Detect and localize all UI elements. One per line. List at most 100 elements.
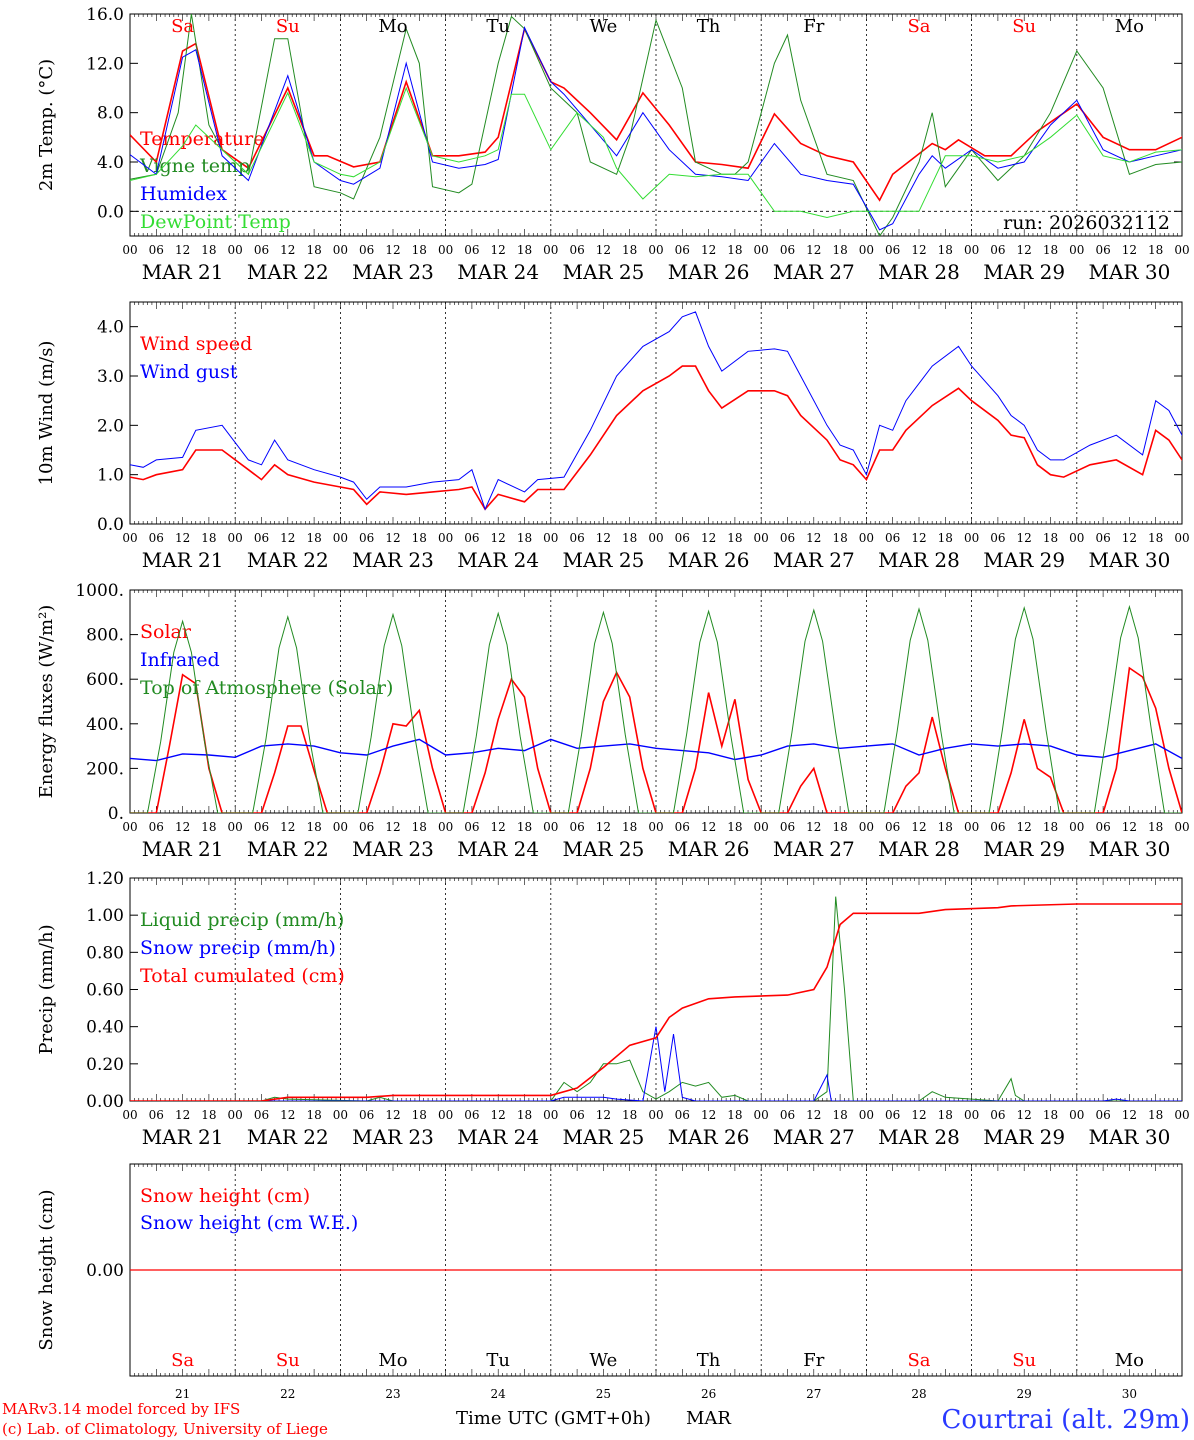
hour-label: 18 <box>517 243 532 257</box>
hour-label: 18 <box>832 1108 847 1122</box>
hour-label: 00 <box>438 820 453 834</box>
hour-label: 00 <box>1174 243 1189 257</box>
hour-label: 00 <box>964 820 979 834</box>
hour-label: 06 <box>254 820 269 834</box>
date-label: MAR 23 <box>352 837 434 861</box>
model-credit: MARv3.14 model forced by IFS <box>2 1400 240 1418</box>
legend-entry: Vigne temp <box>139 155 250 177</box>
date-label: MAR 21 <box>142 1125 224 1149</box>
y-tick-label: 200. <box>86 759 124 779</box>
legend-entry: Infrared <box>140 649 220 671</box>
hour-label: 00 <box>543 243 558 257</box>
hour-label: 06 <box>990 1108 1005 1122</box>
day-number: 29 <box>1017 1387 1032 1401</box>
hour-label: 12 <box>596 820 611 834</box>
hour-label: 12 <box>175 820 190 834</box>
date-label: MAR 29 <box>983 837 1065 861</box>
hour-label: 12 <box>280 820 295 834</box>
hour-label: 18 <box>1043 531 1058 545</box>
hour-label: 00 <box>438 531 453 545</box>
hour-label: 00 <box>964 531 979 545</box>
hour-label: 12 <box>280 531 295 545</box>
weekday-label: Su <box>276 1350 300 1371</box>
hour-label: 00 <box>438 1108 453 1122</box>
y-tick-label: 0.20 <box>86 1055 124 1075</box>
date-label: MAR 26 <box>668 837 750 861</box>
hour-label: 12 <box>385 531 400 545</box>
hour-label: 18 <box>727 1108 742 1122</box>
hour-label: 06 <box>885 1108 900 1122</box>
hour-label: 00 <box>648 243 663 257</box>
weekday-label: Th <box>697 16 721 37</box>
hour-label: 18 <box>727 820 742 834</box>
hour-label: 12 <box>491 1108 506 1122</box>
hour-label: 18 <box>1148 243 1163 257</box>
day-number: 26 <box>701 1387 716 1401</box>
y-axis-label: Energy fluxes (W/m²) <box>36 605 57 799</box>
hour-label: 12 <box>175 243 190 257</box>
hour-label: 00 <box>228 243 243 257</box>
hour-label: 06 <box>464 531 479 545</box>
hour-label: 00 <box>228 820 243 834</box>
day-number: 22 <box>280 1387 295 1401</box>
date-label: MAR 30 <box>1089 1125 1171 1149</box>
hour-label: 06 <box>464 1108 479 1122</box>
hour-label: 18 <box>1148 531 1163 545</box>
date-label: MAR 27 <box>773 548 855 572</box>
hour-label: 18 <box>832 820 847 834</box>
y-tick-label: 600. <box>86 670 124 690</box>
hour-label: 06 <box>780 820 795 834</box>
hour-label: 06 <box>780 531 795 545</box>
y-tick-label: 4.0 <box>97 153 124 173</box>
weekday-label: Sa <box>907 1350 930 1371</box>
hour-label: 06 <box>885 820 900 834</box>
y-tick-label: 8.0 <box>97 104 124 124</box>
y-axis-label: 2m Temp. (°C) <box>36 59 57 191</box>
date-label: MAR 21 <box>142 260 224 284</box>
hour-label: 18 <box>1148 820 1163 834</box>
station-title: Courtrai (alt. 29m) <box>942 1405 1191 1435</box>
series-top-of-atmosphere-solar <box>130 604 1182 813</box>
panel-3: 0. 200. 400. 600. 800. 1000. Energy fluxes (W/… <box>36 581 1190 861</box>
y-tick-label: 1.00 <box>86 906 124 926</box>
legend-entry: Solar <box>140 621 192 643</box>
date-label: MAR 27 <box>773 1125 855 1149</box>
hour-label: 00 <box>543 531 558 545</box>
hour-label: 00 <box>964 243 979 257</box>
hour-label: 06 <box>1095 531 1110 545</box>
hour-label: 12 <box>911 243 926 257</box>
date-label: MAR 21 <box>142 548 224 572</box>
y-tick-label: 1000. <box>75 581 124 601</box>
series-vigne-temp <box>130 14 1182 236</box>
hour-label: 00 <box>228 531 243 545</box>
hour-label: 06 <box>254 243 269 257</box>
date-label: MAR 28 <box>878 837 960 861</box>
x-axis-label: Time UTC (GMT+0h) <box>456 1408 651 1429</box>
series-total-cumulated-cm <box>130 903 1182 1101</box>
hour-label: 00 <box>859 820 874 834</box>
hour-label: 18 <box>201 531 216 545</box>
hour-label: 18 <box>832 243 847 257</box>
date-label: MAR 26 <box>668 1125 750 1149</box>
date-label: MAR 27 <box>773 260 855 284</box>
date-label: MAR 30 <box>1089 548 1171 572</box>
date-label: MAR 28 <box>878 1125 960 1149</box>
hour-label: 18 <box>938 820 953 834</box>
legend-entry: Total cumulated (cm) <box>140 965 345 987</box>
hour-label: 06 <box>359 531 374 545</box>
hour-label: 00 <box>122 820 137 834</box>
hour-label: 00 <box>333 531 348 545</box>
hour-label: 12 <box>491 820 506 834</box>
y-tick-label: 0.80 <box>86 943 124 963</box>
series-humidex <box>130 26 1182 231</box>
date-label: MAR 22 <box>247 260 329 284</box>
hour-label: 12 <box>911 531 926 545</box>
hour-label: 18 <box>622 1108 637 1122</box>
hour-label: 12 <box>175 1108 190 1122</box>
series-infrared <box>130 738 1182 762</box>
hour-label: 06 <box>990 820 1005 834</box>
hour-label: 12 <box>1122 531 1137 545</box>
hour-label: 12 <box>701 531 716 545</box>
y-tick-label: 0. <box>108 804 124 824</box>
date-label: MAR 28 <box>878 548 960 572</box>
